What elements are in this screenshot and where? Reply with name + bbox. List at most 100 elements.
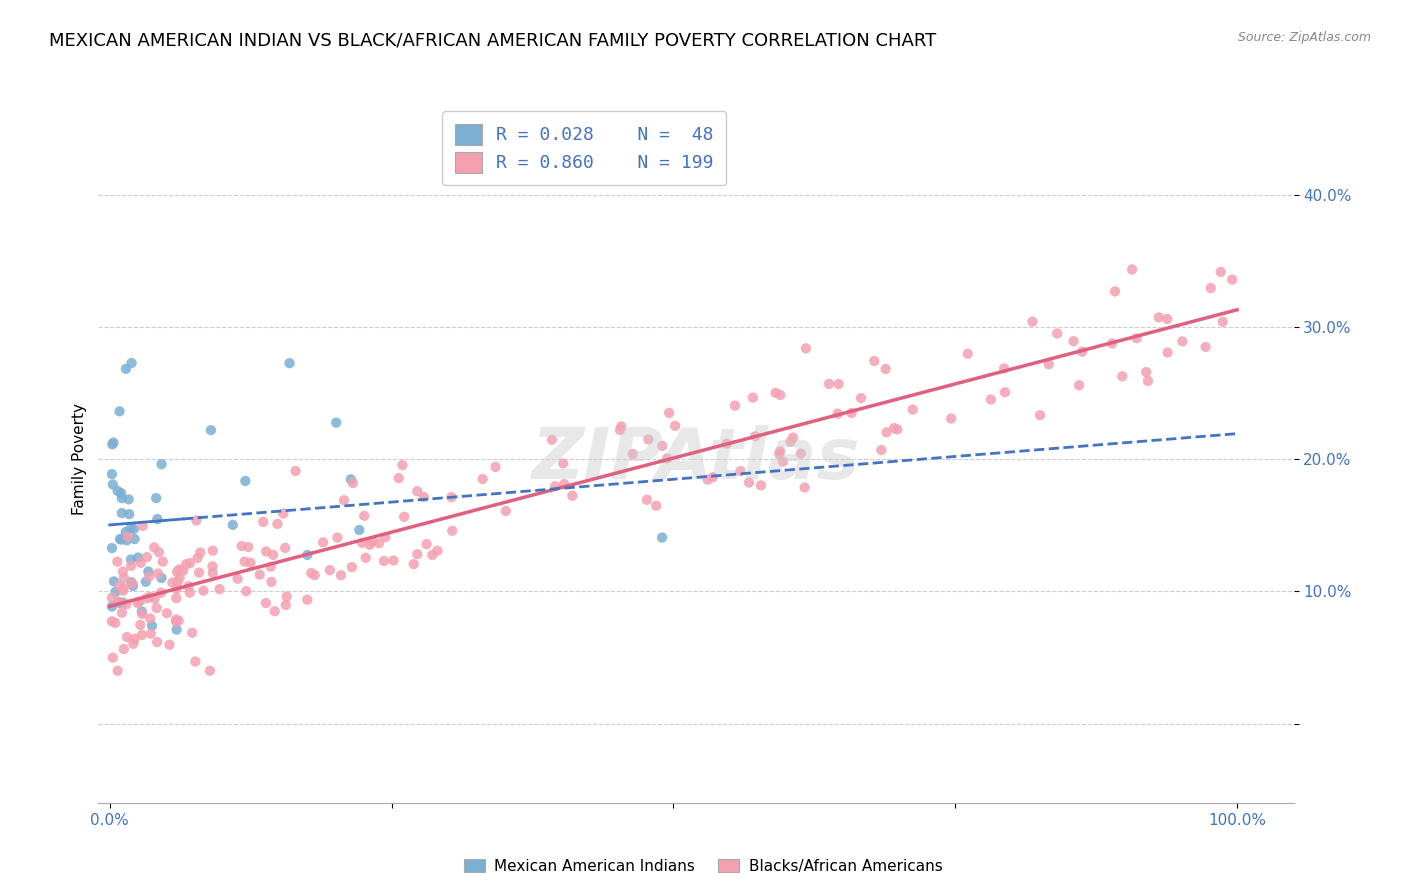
Point <box>181 625 204 640</box>
Point <box>319 563 342 577</box>
Text: Source: ZipAtlas.com: Source: ZipAtlas.com <box>1237 31 1371 45</box>
Point <box>374 530 396 544</box>
Point <box>120 552 142 566</box>
Point <box>274 598 297 612</box>
Point <box>101 437 124 451</box>
Point <box>122 637 145 651</box>
Point <box>730 464 752 478</box>
Point <box>702 470 724 484</box>
Point <box>138 590 160 604</box>
Point <box>724 399 747 413</box>
Point <box>1038 357 1060 371</box>
Point <box>165 615 187 629</box>
Point <box>284 464 307 478</box>
Point <box>1121 262 1143 277</box>
Point <box>129 617 152 632</box>
Point <box>696 473 718 487</box>
Point <box>135 550 157 565</box>
Point <box>101 541 124 555</box>
Point <box>148 545 170 559</box>
Point <box>174 558 197 572</box>
Point <box>876 425 898 440</box>
Point <box>561 489 583 503</box>
Point <box>145 601 167 615</box>
Point <box>391 458 413 472</box>
Point <box>541 433 564 447</box>
Point <box>188 545 211 559</box>
Point <box>1071 344 1094 359</box>
Point <box>359 538 381 552</box>
Point <box>208 582 231 596</box>
Point <box>115 361 138 376</box>
Point <box>342 475 364 490</box>
Point <box>107 664 129 678</box>
Point <box>886 422 908 436</box>
Point <box>744 429 766 443</box>
Point <box>651 439 673 453</box>
Point <box>200 423 222 437</box>
Point <box>141 618 163 632</box>
Point <box>1194 340 1216 354</box>
Point <box>441 524 464 538</box>
Point <box>941 411 963 425</box>
Point <box>198 664 221 678</box>
Point <box>120 558 142 573</box>
Point <box>111 491 134 505</box>
Point <box>1212 315 1234 329</box>
Point <box>827 377 849 392</box>
Point <box>299 566 322 580</box>
Point <box>768 447 790 461</box>
Point <box>108 596 131 610</box>
Point <box>118 507 141 521</box>
Point <box>544 479 567 493</box>
Point <box>115 630 138 644</box>
Point <box>159 638 181 652</box>
Point <box>120 575 142 590</box>
Point <box>340 560 363 574</box>
Point <box>238 540 260 554</box>
Point <box>177 579 200 593</box>
Point <box>484 459 506 474</box>
Point <box>651 531 673 545</box>
Text: MEXICAN AMERICAN INDIAN VS BLACK/AFRICAN AMERICAN FAMILY POVERTY CORRELATION CHA: MEXICAN AMERICAN INDIAN VS BLACK/AFRICAN… <box>49 31 936 49</box>
Point <box>165 613 187 627</box>
Point <box>994 385 1017 400</box>
Point <box>146 635 169 649</box>
Point <box>115 533 138 548</box>
Point <box>297 548 319 562</box>
Point <box>636 492 658 507</box>
Point <box>138 570 160 584</box>
Point <box>1104 285 1126 299</box>
Point <box>406 484 429 499</box>
Point <box>121 356 143 370</box>
Point <box>143 541 166 555</box>
Point <box>233 555 256 569</box>
Point <box>235 474 257 488</box>
Point <box>738 475 761 490</box>
Point <box>172 564 194 578</box>
Point <box>794 342 817 356</box>
Point <box>115 597 138 611</box>
Point <box>103 435 125 450</box>
Point <box>101 599 124 614</box>
Point <box>188 566 211 580</box>
Point <box>108 579 131 593</box>
Point <box>388 471 411 485</box>
Point <box>127 550 149 565</box>
Point <box>274 541 297 555</box>
Point <box>849 391 872 405</box>
Point <box>118 492 141 507</box>
Point <box>1125 331 1147 345</box>
Point <box>818 376 841 391</box>
Point <box>129 556 152 570</box>
Point <box>179 556 201 570</box>
Point <box>1111 369 1133 384</box>
Point <box>162 575 184 590</box>
Point <box>104 584 127 599</box>
Point <box>146 566 169 581</box>
Point <box>131 604 153 618</box>
Point <box>120 521 142 535</box>
Legend: Mexican American Indians, Blacks/African Americans: Mexican American Indians, Blacks/African… <box>457 853 949 880</box>
Point <box>114 524 136 539</box>
Point <box>352 536 374 550</box>
